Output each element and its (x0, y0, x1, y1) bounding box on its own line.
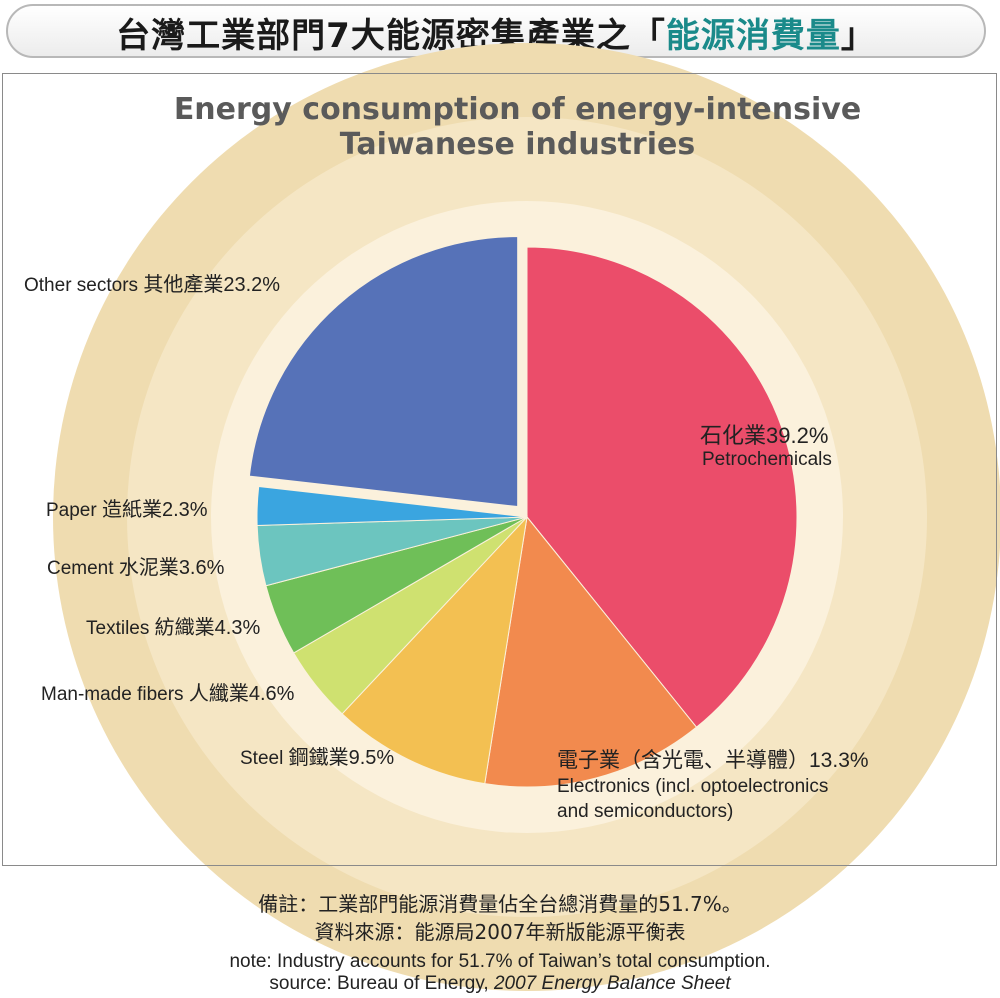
label-petrochemicals-cn: 石化業 (700, 424, 767, 449)
label-other-en: Other sectors (24, 275, 139, 296)
label-paper-cn: 造紙業 (101, 497, 162, 521)
chart-frame (2, 73, 997, 866)
footer-note-cn: 備註：工業部門能源消費量佔全台總消費量的51.7%。 (258, 892, 742, 916)
footer-source-cn: 資料來源：能源局2007年新版能源平衡表 (314, 920, 686, 944)
label-petrochemicals: 石化業39.2% (700, 423, 829, 449)
label-steel-cn: 鋼鐵業 (288, 745, 349, 769)
title-banner: 台灣工業部門7大能源密集產業之「能源消費量」 (6, 4, 986, 58)
label-other: Other sectors 其他產業23.2% (24, 272, 281, 296)
label-steel: Steel 鋼鐵業9.5% (240, 745, 395, 769)
label-cement: Cement 水泥業3.6% (47, 555, 225, 579)
label-petrochemicals-en: Petrochemicals (702, 449, 832, 470)
label-other-value: 23.2 (223, 274, 263, 296)
label-textiles-value: 4.3 (214, 617, 243, 639)
footer-source-en: source: Bureau of Energy, 2007 Energy Ba… (0, 973, 1000, 995)
label-electronics-value: 13.3 (809, 749, 850, 772)
label-paper-value: 2.3 (161, 499, 190, 521)
label-electronics-en2: and semiconductors) (557, 801, 734, 822)
pie-slices (248, 236, 798, 788)
footer-source-en-title: 2007 Energy Balance Sheet (493, 973, 731, 994)
label-electronics-cn: 電子業（含光電、半導體） (557, 748, 809, 772)
label-fibers: Man-made fibers 人纖業4.6% (41, 681, 295, 705)
label-fibers-en: Man-made fibers (41, 684, 184, 705)
footer-source-en-prefix: source: Bureau of Energy, (269, 973, 494, 994)
pie-slice-petrochemicals (526, 246, 798, 728)
pie-slice-steel (341, 515, 528, 785)
label-cement-value: 3.6 (178, 557, 207, 579)
label-other-cn: 其他產業 (143, 272, 224, 296)
label-textiles-cn: 紡織業 (154, 615, 215, 639)
label-paper: Paper 造紙業2.3% (46, 497, 208, 521)
label-paper-en: Paper (46, 500, 97, 521)
banner-title-suffix: 」 (840, 16, 876, 56)
label-textiles: Textiles 紡織業4.3% (86, 615, 261, 639)
label-cement-cn: 水泥業 (118, 555, 179, 579)
chart-title-line2: Taiwanese industries (339, 127, 696, 162)
pie-slice-paper (256, 485, 528, 526)
banner-title: 台灣工業部門7大能源密集產業之「能源消費量」 (8, 8, 984, 57)
chart-title-line1: Energy consumption of energy-intensive (173, 92, 862, 127)
footer-note-en: note: Industry accounts for 51.7% of Tai… (229, 951, 771, 972)
label-steel-value: 9.5 (348, 747, 377, 769)
label-steel-en: Steel (240, 748, 284, 769)
label-fibers-cn: 人纖業 (188, 681, 249, 705)
label-fibers-value: 4.6 (248, 683, 277, 705)
label-petrochemicals-value: 39.2 (766, 423, 809, 448)
label-textiles-en: Textiles (86, 618, 150, 639)
pie-slice-other (248, 236, 519, 508)
label-cement-en: Cement (47, 558, 114, 579)
pie-slice-electronics (484, 515, 698, 788)
label-electronics-en: Electronics (incl. optoelectronics (557, 776, 829, 797)
label-electronics: 電子業（含光電、半導體）13.3% (557, 748, 869, 772)
banner-title-highlight: 能源消費量 (665, 16, 841, 56)
